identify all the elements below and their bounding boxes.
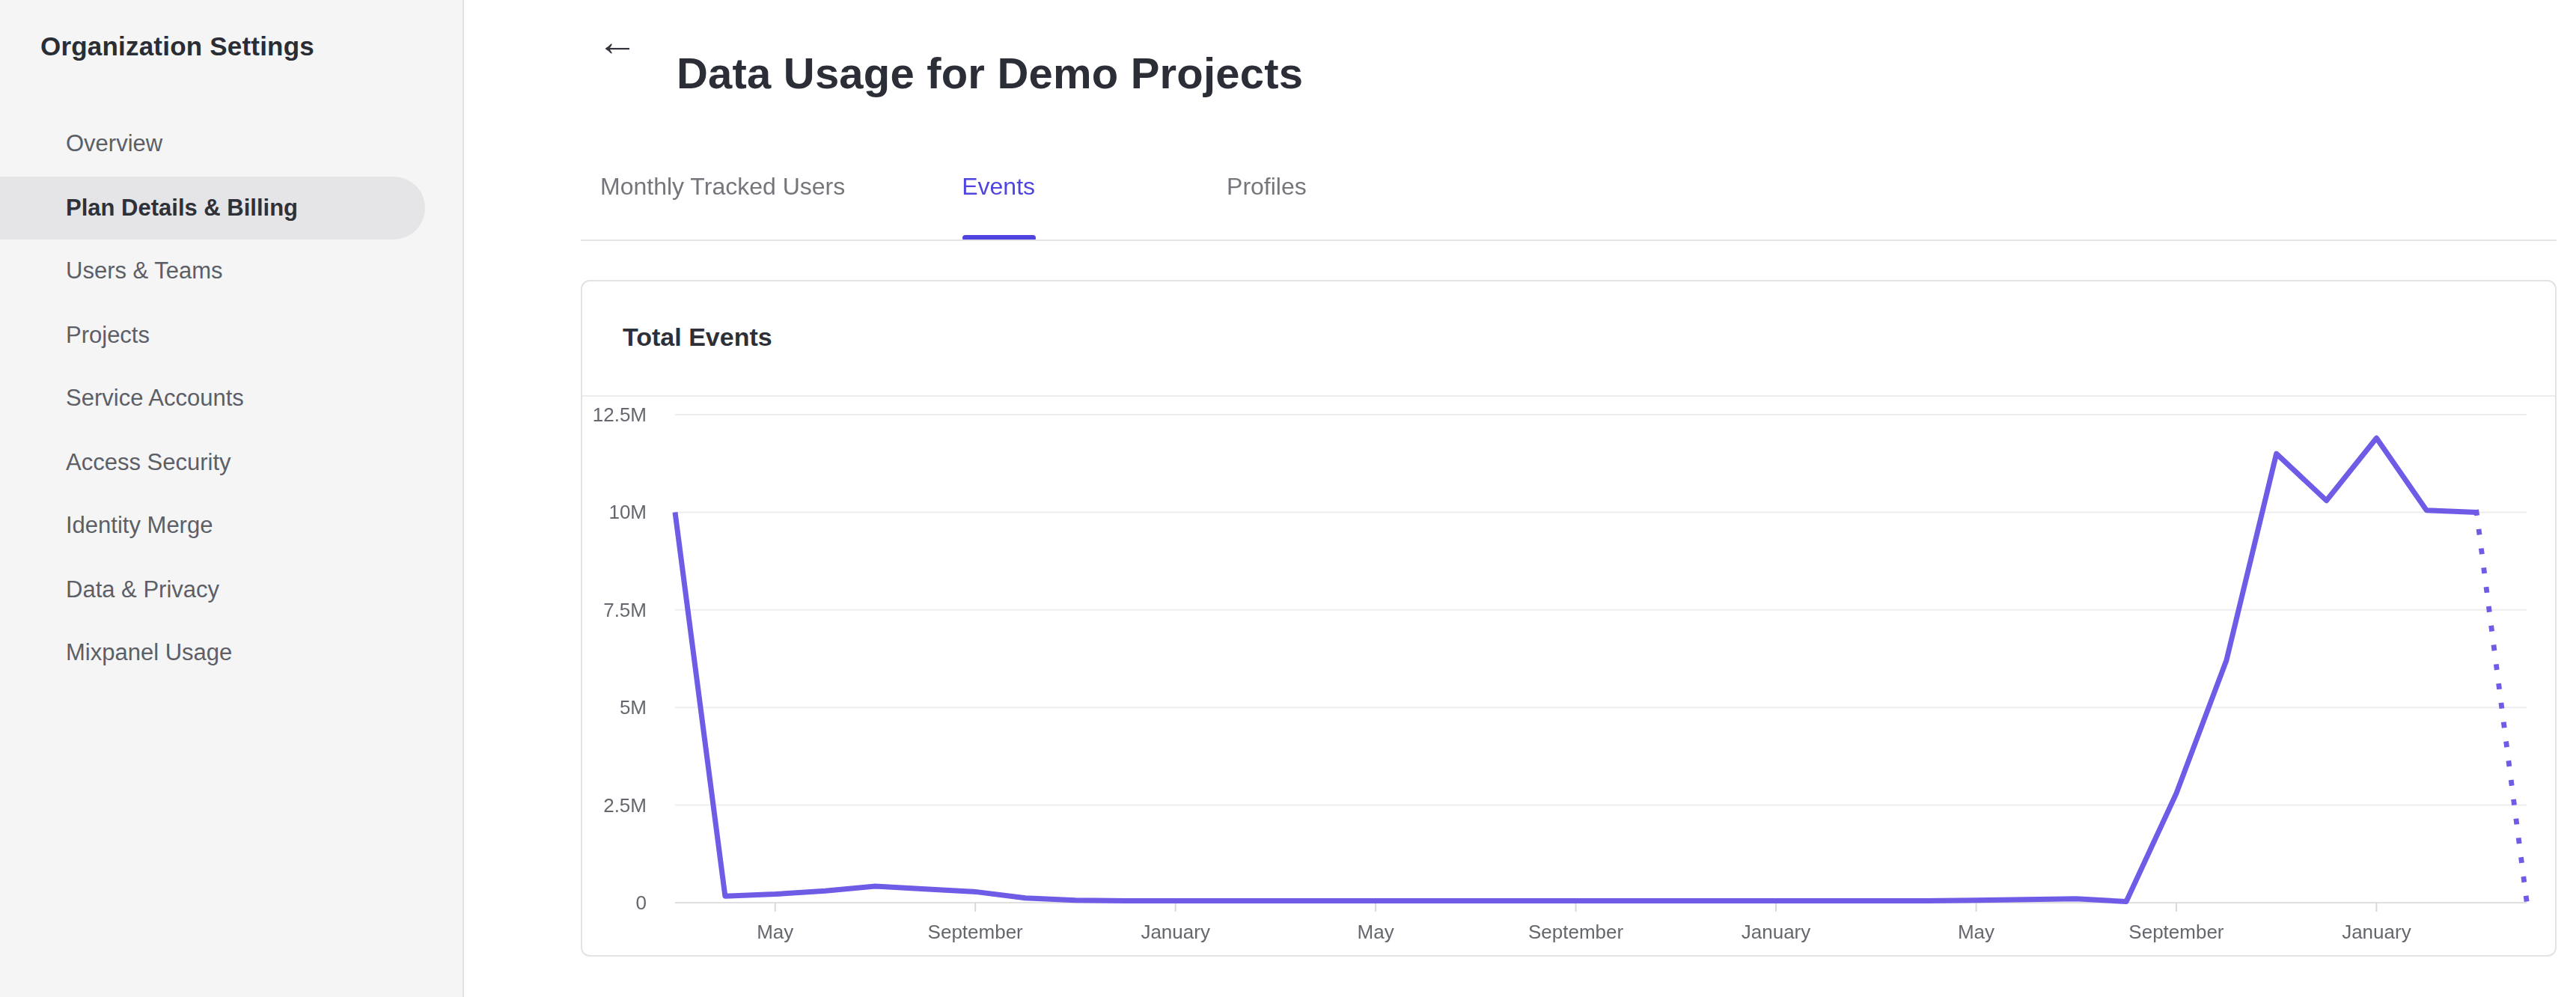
tab-label: Monthly Tracked Users [600, 174, 845, 199]
sidebar-item-overview[interactable]: Overview [0, 112, 463, 176]
total-events-card: Total Events 0 2.5M 5M 7.5M 10M 12.5M May Septe… [581, 280, 2557, 957]
events-series-dotted-projection [2476, 512, 2527, 900]
sidebar-title: Organization Settings [40, 31, 314, 63]
app-root: Organization Settings Overview Plan Deta… [0, 0, 2576, 997]
x-axis-label: January [1141, 921, 1210, 943]
sidebar-item-plan-details-billing[interactable]: Plan Details & Billing [0, 176, 424, 240]
x-axis-label: January [2342, 921, 2411, 943]
main-content: ← Data Usage for Demo Projects Monthly T… [466, 0, 2576, 997]
tab-profiles[interactable]: Profiles [1227, 156, 1307, 240]
tab-label: Events [962, 174, 1035, 199]
y-axis-label: 10M [608, 501, 647, 523]
page-title: Data Usage for Demo Projects [677, 50, 1303, 100]
tab-label: Profiles [1227, 174, 1307, 199]
sidebar-item-data-privacy[interactable]: Data & Privacy [0, 558, 463, 621]
sidebar-item-projects[interactable]: Projects [0, 303, 463, 367]
chart-title: Total Events [623, 323, 772, 353]
x-axis-label: May [1358, 921, 1394, 943]
x-axis-label: May [1958, 921, 1994, 943]
events-usage-chart: 0 2.5M 5M 7.5M 10M 12.5M May September January Ma… [582, 395, 2555, 957]
sidebar-nav: Overview Plan Details & Billing Users & … [0, 112, 463, 685]
x-axis-label: September [928, 921, 1024, 943]
y-axis-label: 12.5M [593, 403, 647, 426]
y-axis-label: 7.5M [603, 599, 647, 621]
events-series-line [675, 438, 2476, 901]
sidebar-item-access-security[interactable]: Access Security [0, 430, 463, 494]
sidebar-item-service-accounts[interactable]: Service Accounts [0, 367, 463, 430]
usage-tabs: Monthly Tracked Users Events Profiles [600, 156, 1307, 240]
x-axis-label: January [1742, 921, 1811, 943]
x-axis-label: September [2128, 921, 2224, 943]
y-axis-label: 2.5M [603, 794, 647, 817]
tab-events[interactable]: Events [962, 156, 1035, 240]
y-axis-label: 5M [620, 696, 647, 719]
sidebar-item-identity-merge[interactable]: Identity Merge [0, 494, 463, 558]
y-axis-label: 0 [636, 891, 647, 914]
x-axis-label: May [757, 921, 793, 943]
tab-monthly-tracked-users[interactable]: Monthly Tracked Users [600, 156, 845, 240]
back-arrow-icon[interactable]: ← [597, 22, 638, 63]
sidebar-item-users-teams[interactable]: Users & Teams [0, 240, 463, 303]
tabs-divider [581, 240, 2557, 241]
organization-settings-sidebar: Organization Settings Overview Plan Deta… [0, 0, 464, 997]
x-axis-label: September [1528, 921, 1624, 943]
sidebar-item-mixpanel-usage[interactable]: Mixpanel Usage [0, 621, 463, 685]
